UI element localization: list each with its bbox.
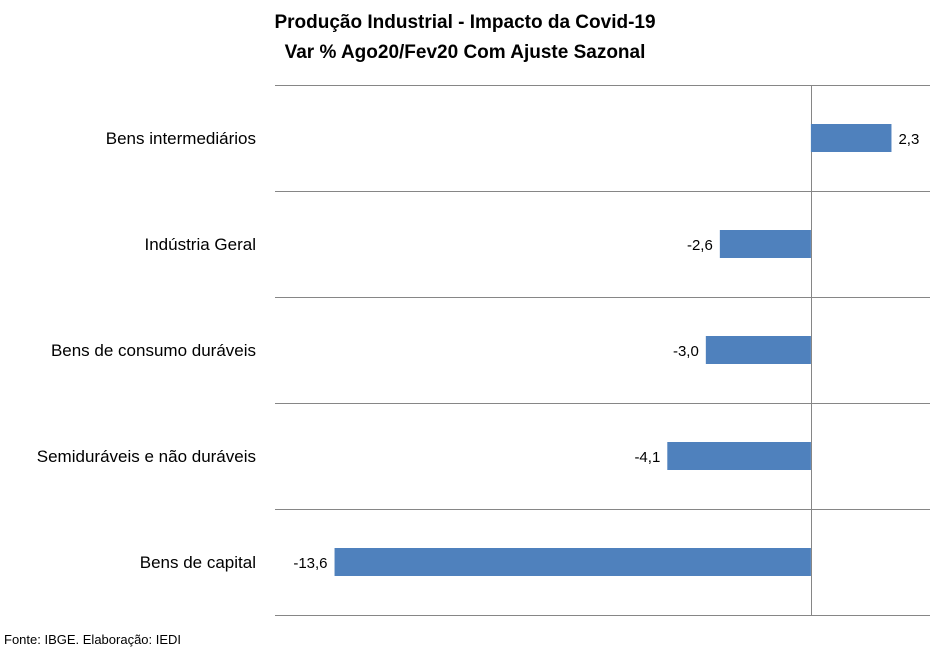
bar — [705, 336, 811, 364]
bar — [334, 548, 811, 576]
data-label: -13,6 — [293, 555, 327, 572]
category-label: Indústria Geral — [145, 235, 257, 254]
bar — [810, 124, 892, 152]
data-label: 2,3 — [898, 131, 919, 148]
data-label: -4,1 — [634, 449, 660, 466]
category-label: Bens intermediários — [106, 129, 256, 148]
bar — [719, 230, 811, 258]
data-label: -2,6 — [687, 237, 713, 254]
category-label: Semiduráveis e não duráveis — [37, 447, 256, 466]
data-label: -3,0 — [673, 343, 699, 360]
bar — [667, 442, 811, 470]
chart-subtitle: Var % Ago20/Fev20 Com Ajuste Sazonal — [284, 42, 646, 63]
chart-title: Produção Industrial - Impacto da Covid-1… — [274, 12, 656, 33]
category-label: Bens de consumo duráveis — [51, 341, 256, 360]
category-label: Bens de capital — [140, 553, 256, 572]
source-note: Fonte: IBGE. Elaboração: IEDI — [4, 632, 182, 647]
